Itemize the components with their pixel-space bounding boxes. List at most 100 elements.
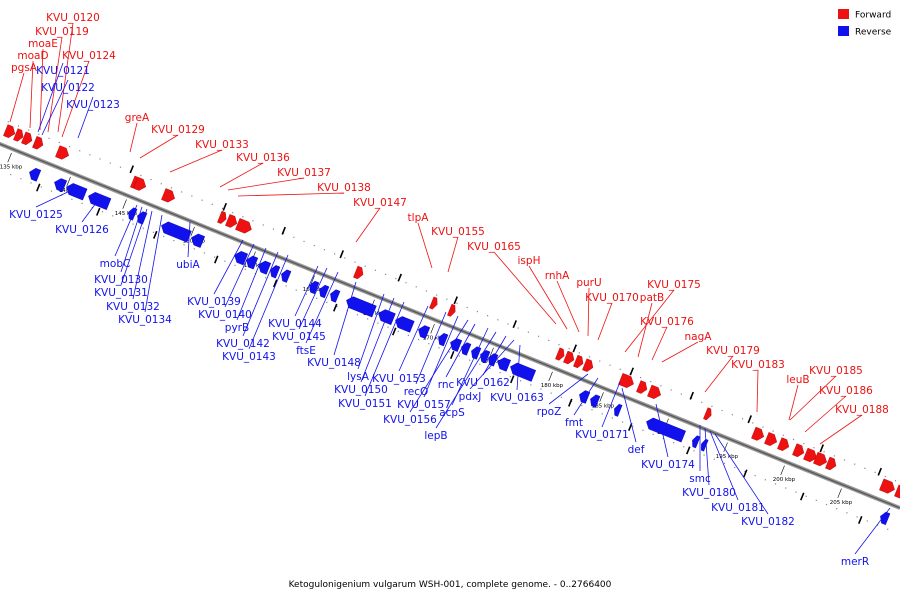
forward-gene[interactable] [703, 407, 712, 421]
reverse-gene[interactable] [450, 338, 463, 352]
track-dot [30, 182, 32, 184]
reverse-gene[interactable] [330, 289, 341, 303]
forward-gene[interactable] [879, 478, 895, 494]
forward-gene[interactable] [803, 447, 817, 463]
track-dot [458, 355, 461, 357]
genome-axis [0, 141, 900, 510]
reverse-gene[interactable] [161, 221, 192, 243]
forward-gene[interactable] [353, 265, 364, 280]
track-dot [540, 388, 542, 390]
track-dot [448, 351, 450, 353]
reverse-gene[interactable] [461, 342, 472, 356]
track-dot [670, 389, 672, 391]
reverse-gene[interactable] [309, 280, 320, 295]
forward-gene[interactable] [618, 373, 634, 388]
kbp-tick [430, 323, 435, 334]
track-dot [387, 326, 389, 328]
forward-gene[interactable] [235, 218, 252, 234]
gene-label: KVU_0186 [819, 385, 873, 397]
forward-gene[interactable] [647, 384, 661, 399]
gene-label: KVU_0151 [338, 398, 392, 410]
reverse-gene[interactable] [510, 362, 537, 382]
track-dot [517, 327, 519, 329]
reverse-gene[interactable] [395, 316, 415, 333]
label-leader [248, 254, 289, 350]
forward-gene[interactable] [573, 354, 584, 369]
forward-gene[interactable] [429, 296, 438, 310]
track-dot [79, 150, 81, 152]
forward-gene[interactable] [582, 358, 594, 372]
gene-label: KVU_0155 [431, 226, 485, 238]
track-dot [854, 463, 856, 465]
gene-label: KVU_0122 [41, 82, 95, 94]
forward-gene[interactable] [751, 426, 765, 441]
forward-gene[interactable] [825, 456, 837, 471]
forward-gene[interactable] [161, 188, 175, 203]
forward-gene[interactable] [13, 128, 24, 142]
reverse-gene[interactable] [646, 417, 686, 443]
label-leader [482, 335, 507, 376]
gene-label: KVU_0133 [195, 139, 249, 151]
track-dot [479, 363, 481, 365]
track-dot [560, 396, 562, 398]
forward-gene[interactable] [21, 131, 33, 146]
reverse-gene[interactable] [497, 357, 512, 372]
reverse-gene[interactable] [378, 309, 396, 326]
track-dot [323, 249, 326, 251]
forward-gene[interactable] [792, 443, 805, 458]
forward-gene[interactable] [813, 451, 827, 467]
label-leader [219, 162, 264, 188]
forward-gene[interactable] [133, 176, 147, 191]
reverse-gene[interactable] [88, 192, 112, 211]
reverse-gene[interactable] [319, 284, 330, 299]
track-dot [119, 166, 122, 168]
label-leader [661, 341, 699, 363]
reverse-gene[interactable] [880, 511, 891, 526]
kbp-tick [122, 199, 127, 209]
forward-genes[interactable] [3, 124, 900, 499]
forward-gene[interactable] [32, 136, 44, 150]
reverse-mark [858, 515, 863, 524]
reverse-gene[interactable] [701, 438, 709, 452]
reverse-gene[interactable] [281, 269, 292, 283]
track-dot [252, 220, 254, 222]
reverse-genes[interactable] [29, 167, 891, 526]
reverse-gene[interactable] [590, 394, 601, 408]
reverse-gene[interactable] [614, 403, 623, 417]
forward-gene[interactable] [55, 145, 69, 160]
label-leader [415, 311, 447, 385]
track-dot [662, 437, 664, 440]
forward-gene[interactable] [764, 432, 778, 446]
forward-gene[interactable] [894, 484, 900, 499]
reverse-gene[interactable] [418, 325, 431, 339]
label-leader [187, 221, 191, 258]
reverse-gene[interactable] [346, 296, 377, 318]
forward-gene[interactable] [217, 210, 227, 224]
reverse-gene[interactable] [54, 178, 68, 193]
track-dot [303, 240, 305, 243]
kbp-label: 195 kbp [716, 454, 739, 460]
label-leader [789, 375, 837, 421]
reverse-gene[interactable] [246, 255, 259, 270]
gene-label: KVU_0130 [94, 274, 148, 286]
reverse-gene[interactable] [692, 435, 701, 449]
track-dot [537, 335, 540, 337]
track-dot [774, 483, 777, 485]
forward-gene[interactable] [563, 350, 575, 365]
gene-label: rnhA [545, 270, 570, 282]
forward-gene[interactable] [447, 303, 456, 317]
forward-gene[interactable] [3, 124, 16, 138]
forward-gene[interactable] [777, 437, 790, 451]
gene-label: tlpA [408, 212, 430, 224]
reverse-gene[interactable] [438, 333, 449, 347]
forward-gene[interactable] [225, 214, 238, 228]
reverse-gene[interactable] [66, 183, 88, 201]
track-dot [846, 512, 848, 514]
forward-gene[interactable] [555, 347, 565, 361]
track-dot [336, 305, 338, 308]
track-dot [578, 352, 580, 354]
track-dot [764, 479, 766, 481]
forward-gene[interactable] [636, 380, 648, 394]
reverse-gene[interactable] [191, 233, 206, 248]
reverse-gene[interactable] [29, 167, 42, 182]
